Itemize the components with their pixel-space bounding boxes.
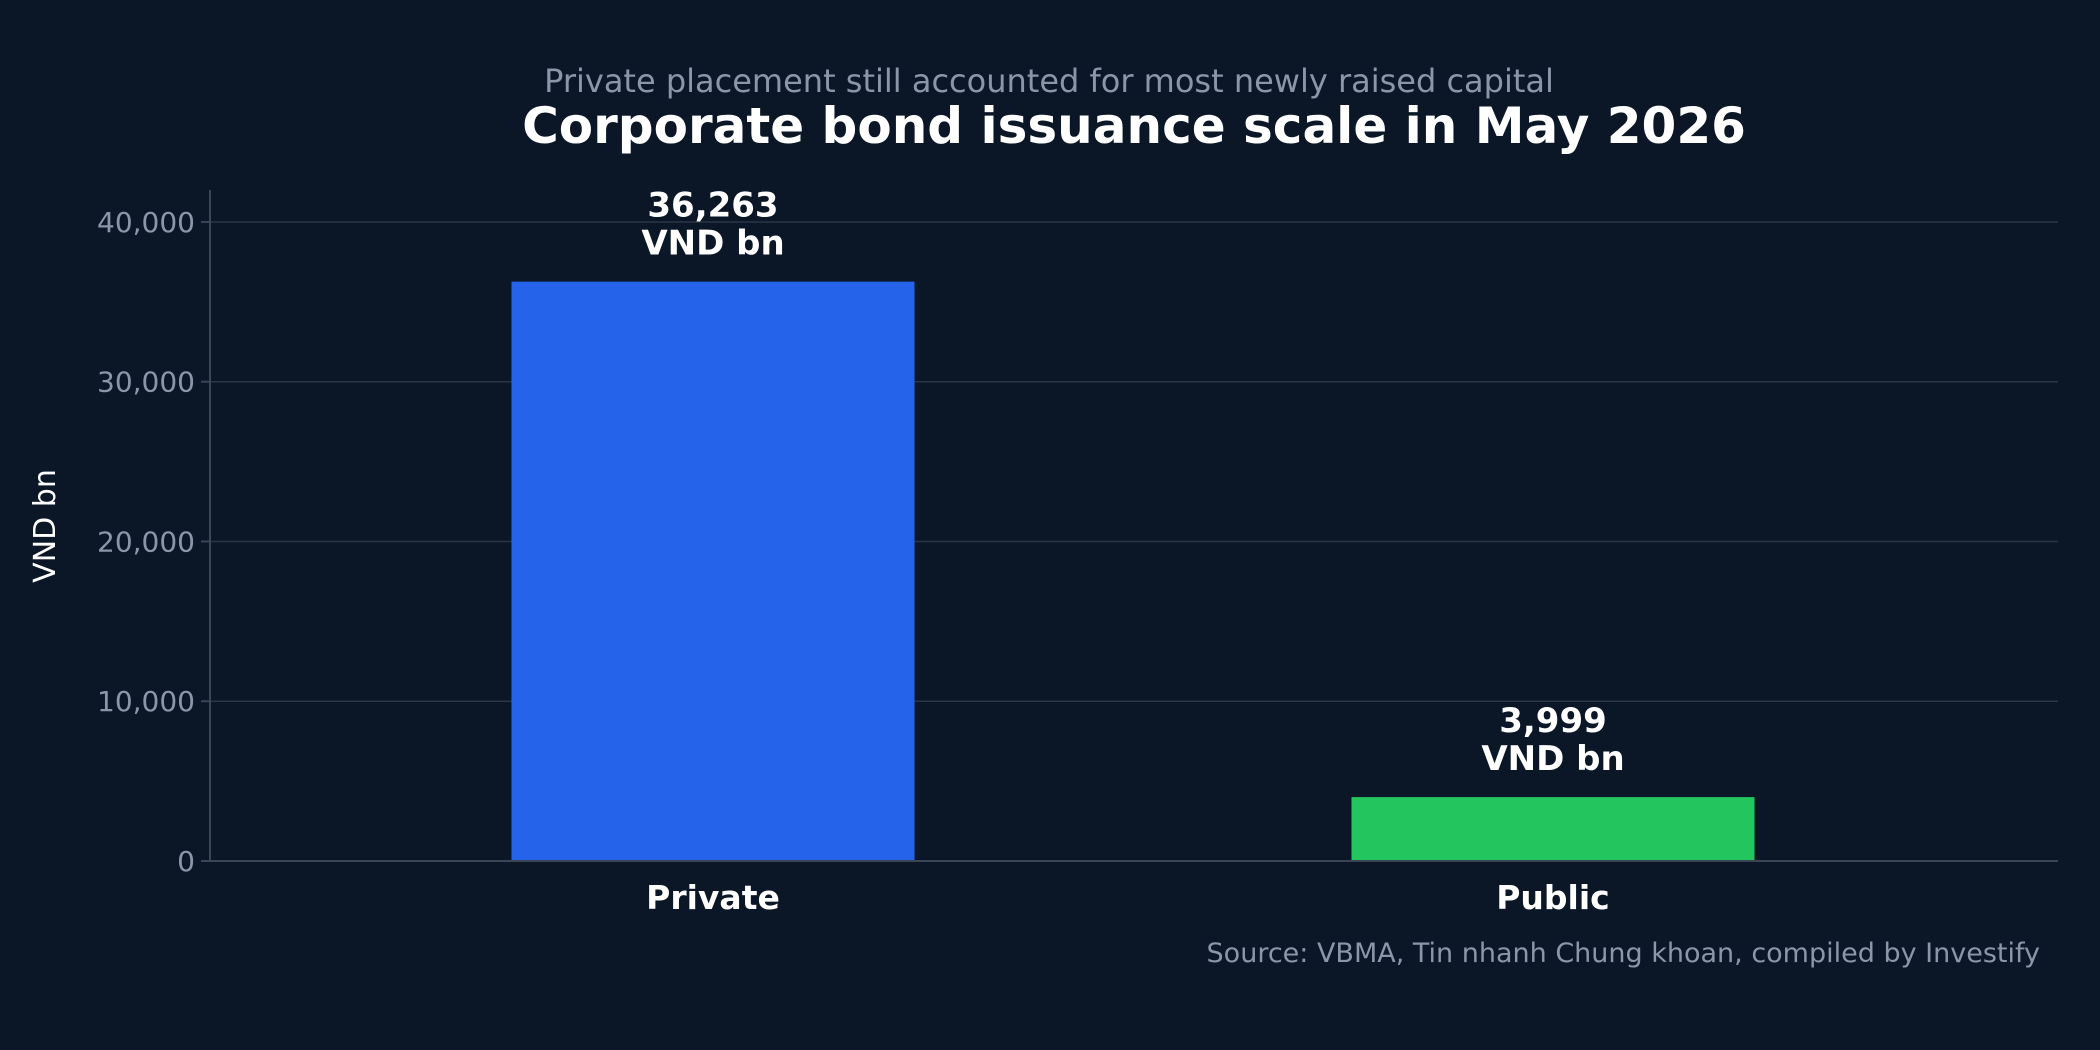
y-tick-label: 0: [177, 845, 195, 878]
source-note: Source: VBMA, Tin nhanh Chung khoan, com…: [1207, 938, 2040, 969]
y-axis-ticks: 0 10,000 20,000 30,000 40,000: [97, 206, 210, 878]
x-category-label: Private: [646, 878, 780, 917]
data-label-value: 3,999: [1499, 701, 1607, 741]
y-tick-label: 20,000: [97, 525, 195, 558]
chart-title: Corporate bond issuance scale in May 202…: [522, 97, 1746, 155]
chart-subtitle: Private placement still accounted for mo…: [544, 62, 1554, 100]
data-label-unit: VND bn: [641, 224, 784, 264]
bar-public: [1351, 797, 1755, 861]
data-label-value: 36,263: [647, 186, 778, 226]
y-axis-label: VND bn: [28, 469, 63, 583]
y-tick-label: 30,000: [97, 366, 195, 399]
x-axis-categories: Private Public: [646, 878, 1610, 917]
data-label-unit: VND bn: [1481, 739, 1624, 779]
y-tick-label: 40,000: [97, 206, 195, 239]
x-category-label: Public: [1496, 878, 1610, 917]
bar-private: [511, 281, 915, 861]
gridlines: [210, 221, 2058, 702]
y-tick-label: 10,000: [97, 685, 195, 718]
bars: [511, 281, 1755, 861]
